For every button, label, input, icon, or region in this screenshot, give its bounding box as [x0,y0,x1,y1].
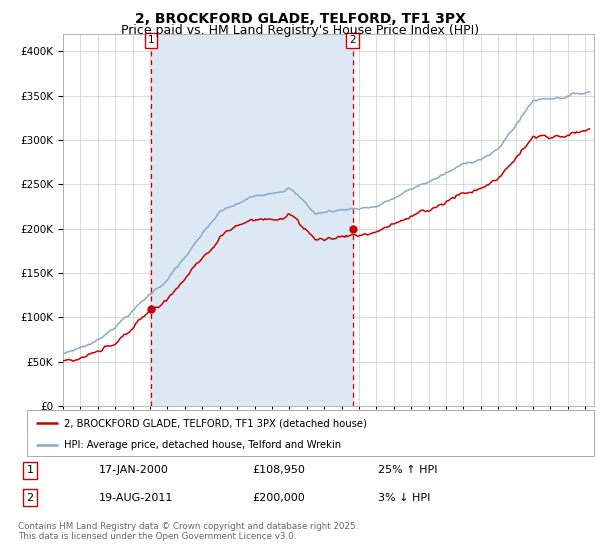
Text: 25% ↑ HPI: 25% ↑ HPI [378,465,437,475]
Text: 1: 1 [148,35,154,45]
Text: Price paid vs. HM Land Registry's House Price Index (HPI): Price paid vs. HM Land Registry's House … [121,24,479,37]
Text: 2: 2 [349,35,356,45]
Text: Contains HM Land Registry data © Crown copyright and database right 2025.
This d: Contains HM Land Registry data © Crown c… [18,522,358,542]
Text: 3% ↓ HPI: 3% ↓ HPI [378,492,430,502]
Text: HPI: Average price, detached house, Telford and Wrekin: HPI: Average price, detached house, Telf… [64,440,341,450]
Text: 19-AUG-2011: 19-AUG-2011 [99,492,173,502]
Text: 17-JAN-2000: 17-JAN-2000 [99,465,169,475]
Text: 2: 2 [26,492,34,502]
Text: £108,950: £108,950 [252,465,305,475]
Text: 2, BROCKFORD GLADE, TELFORD, TF1 3PX (detached house): 2, BROCKFORD GLADE, TELFORD, TF1 3PX (de… [64,418,367,428]
Text: £200,000: £200,000 [252,492,305,502]
Text: 2, BROCKFORD GLADE, TELFORD, TF1 3PX: 2, BROCKFORD GLADE, TELFORD, TF1 3PX [134,12,466,26]
Bar [151,34,353,406]
Text: 1: 1 [26,465,34,475]
